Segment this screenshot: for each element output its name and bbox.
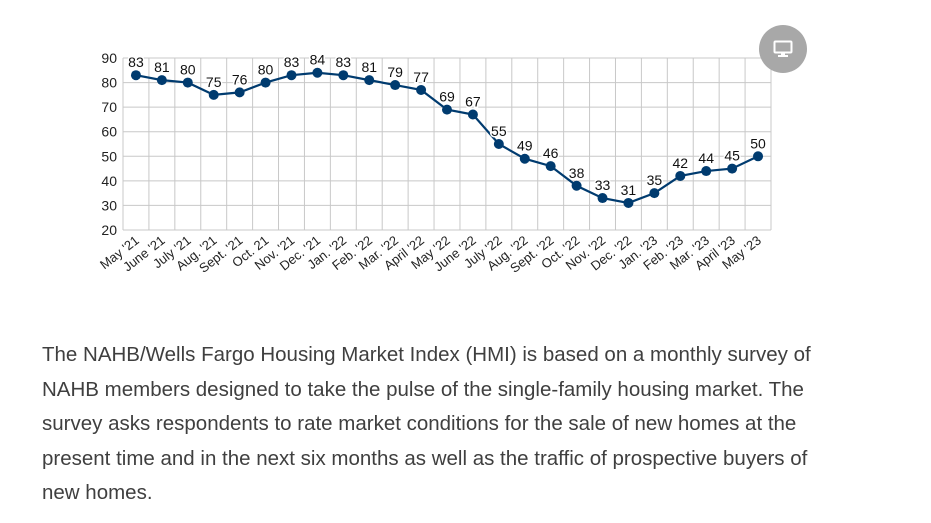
- data-point: [286, 70, 297, 81]
- data-point: [416, 84, 427, 95]
- data-point: [442, 104, 452, 115]
- data-point: [753, 151, 764, 162]
- y-tick-label: 20: [101, 222, 117, 238]
- data-label: 75: [206, 74, 222, 90]
- data-label: 81: [361, 59, 377, 75]
- data-label: 76: [232, 71, 248, 87]
- data-point: [130, 70, 141, 81]
- y-tick-label: 90: [101, 50, 117, 66]
- data-point: [338, 70, 349, 81]
- data-label: 55: [491, 123, 507, 139]
- hmi-description: The NAHB/Wells Fargo Housing Market Inde…: [42, 343, 811, 504]
- data-label: 50: [750, 135, 766, 151]
- data-label: 83: [284, 54, 300, 70]
- data-label: 44: [698, 150, 714, 166]
- data-point: [156, 75, 167, 86]
- data-point: [234, 87, 245, 98]
- data-label: 83: [128, 54, 144, 70]
- y-tick-label: 50: [101, 148, 117, 164]
- data-point: [364, 75, 375, 86]
- data-point: [182, 77, 193, 88]
- data-label: 79: [387, 64, 403, 80]
- monitor-icon: [773, 40, 793, 57]
- screen-mode-button[interactable]: [759, 25, 807, 73]
- data-label: 81: [154, 59, 170, 75]
- data-point: [493, 139, 504, 149]
- data-point: [727, 163, 738, 174]
- data-label: 69: [439, 89, 455, 105]
- data-point: [545, 161, 556, 172]
- data-point: [597, 193, 608, 204]
- data-point: [390, 80, 401, 91]
- data-point: [312, 67, 323, 78]
- data-label: 49: [517, 138, 533, 154]
- data-label: 67: [465, 94, 481, 110]
- y-tick-label: 60: [101, 124, 117, 140]
- data-point: [649, 188, 660, 199]
- data-label: 42: [672, 155, 688, 171]
- y-tick-label: 30: [101, 197, 117, 213]
- data-point: [208, 89, 219, 100]
- y-tick-label: 80: [101, 75, 117, 91]
- data-point: [467, 109, 478, 120]
- data-label: 84: [310, 52, 326, 68]
- data-point: [675, 170, 686, 181]
- data-point: [623, 197, 634, 208]
- data-point: [701, 166, 712, 177]
- data-label: 77: [413, 69, 429, 85]
- data-label: 33: [595, 177, 611, 193]
- data-label: 45: [724, 148, 740, 164]
- data-label: 31: [621, 182, 637, 198]
- data-label: 46: [543, 145, 559, 161]
- data-label: 80: [180, 62, 196, 78]
- data-label: 80: [258, 62, 274, 78]
- data-point: [519, 153, 530, 164]
- data-label: 38: [569, 165, 585, 181]
- data-point: [571, 180, 582, 191]
- data-point: [260, 77, 271, 88]
- y-tick-label: 70: [101, 99, 117, 115]
- data-label: 35: [647, 172, 663, 188]
- y-tick-label: 40: [101, 173, 117, 189]
- data-label: 83: [336, 54, 352, 70]
